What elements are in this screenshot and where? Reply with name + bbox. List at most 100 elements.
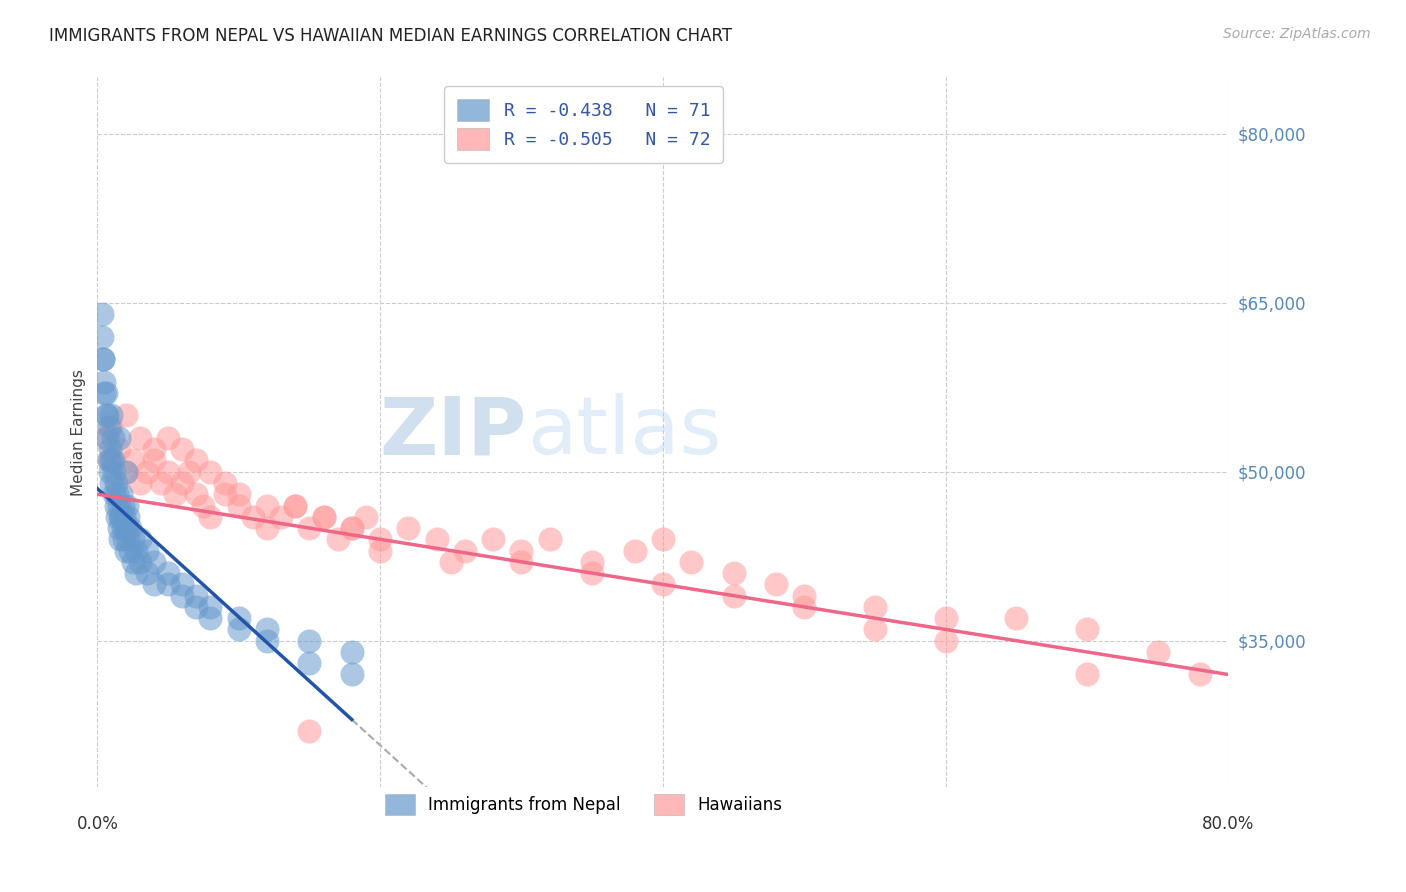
Text: ZIP: ZIP: [380, 393, 527, 471]
Point: [114, 543, 136, 558]
Point: [142, 453, 165, 467]
Point: [1146, 645, 1168, 659]
Point: [111, 521, 134, 535]
Point: [128, 533, 150, 547]
Point: [935, 633, 957, 648]
Point: [368, 543, 391, 558]
Point: [179, 465, 201, 479]
Point: [93, 375, 115, 389]
Point: [97, 453, 120, 467]
Point: [340, 667, 363, 681]
Point: [104, 475, 127, 490]
Point: [98, 465, 121, 479]
Point: [200, 611, 222, 625]
Point: [107, 521, 129, 535]
Point: [114, 521, 136, 535]
Point: [340, 645, 363, 659]
Point: [581, 555, 603, 569]
Point: [128, 475, 150, 490]
Point: [117, 533, 139, 547]
Point: [157, 566, 180, 580]
Point: [104, 499, 127, 513]
Point: [112, 509, 135, 524]
Point: [142, 442, 165, 457]
Point: [228, 499, 250, 513]
Point: [284, 499, 307, 513]
Point: [1076, 623, 1098, 637]
Point: [135, 566, 157, 580]
Point: [103, 465, 125, 479]
Point: [128, 431, 150, 445]
Point: [200, 465, 222, 479]
Point: [90, 329, 112, 343]
Point: [440, 555, 463, 569]
Y-axis label: Median Earnings: Median Earnings: [72, 369, 86, 496]
Point: [114, 465, 136, 479]
Point: [298, 657, 321, 671]
Point: [242, 509, 264, 524]
Point: [142, 555, 165, 569]
Point: [200, 599, 222, 614]
Point: [681, 555, 703, 569]
Point: [200, 509, 222, 524]
Point: [96, 431, 118, 445]
Point: [93, 385, 115, 400]
Point: [97, 453, 120, 467]
Point: [118, 521, 141, 535]
Text: IMMIGRANTS FROM NEPAL VS HAWAIIAN MEDIAN EARNINGS CORRELATION CHART: IMMIGRANTS FROM NEPAL VS HAWAIIAN MEDIAN…: [49, 27, 733, 45]
Point: [312, 509, 335, 524]
Point: [135, 465, 157, 479]
Point: [98, 442, 121, 457]
Text: 0.0%: 0.0%: [76, 815, 118, 833]
Point: [256, 633, 278, 648]
Point: [108, 533, 131, 547]
Point: [454, 543, 477, 558]
Point: [172, 442, 194, 457]
Point: [581, 566, 603, 580]
Point: [298, 633, 321, 648]
Point: [186, 487, 208, 501]
Point: [256, 521, 278, 535]
Point: [135, 543, 157, 558]
Point: [623, 543, 645, 558]
Point: [100, 453, 122, 467]
Point: [90, 307, 112, 321]
Point: [186, 589, 208, 603]
Text: 80.0%: 80.0%: [1202, 815, 1254, 833]
Point: [1005, 611, 1028, 625]
Point: [723, 566, 745, 580]
Point: [651, 577, 673, 591]
Point: [368, 533, 391, 547]
Point: [214, 487, 236, 501]
Point: [105, 487, 128, 501]
Point: [105, 509, 128, 524]
Point: [186, 453, 208, 467]
Point: [312, 509, 335, 524]
Point: [340, 521, 363, 535]
Point: [91, 352, 114, 367]
Point: [107, 442, 129, 457]
Point: [1188, 667, 1211, 681]
Point: [228, 623, 250, 637]
Point: [326, 533, 349, 547]
Point: [112, 533, 135, 547]
Point: [228, 487, 250, 501]
Point: [354, 509, 377, 524]
Point: [100, 475, 122, 490]
Point: [793, 589, 815, 603]
Point: [510, 543, 533, 558]
Point: [110, 487, 132, 501]
Point: [165, 487, 187, 501]
Point: [228, 611, 250, 625]
Point: [101, 453, 124, 467]
Point: [1076, 667, 1098, 681]
Point: [124, 566, 146, 580]
Point: [108, 509, 131, 524]
Point: [128, 555, 150, 569]
Point: [114, 409, 136, 423]
Point: [193, 499, 215, 513]
Point: [93, 431, 115, 445]
Point: [538, 533, 561, 547]
Text: Source: ZipAtlas.com: Source: ZipAtlas.com: [1223, 27, 1371, 41]
Point: [117, 509, 139, 524]
